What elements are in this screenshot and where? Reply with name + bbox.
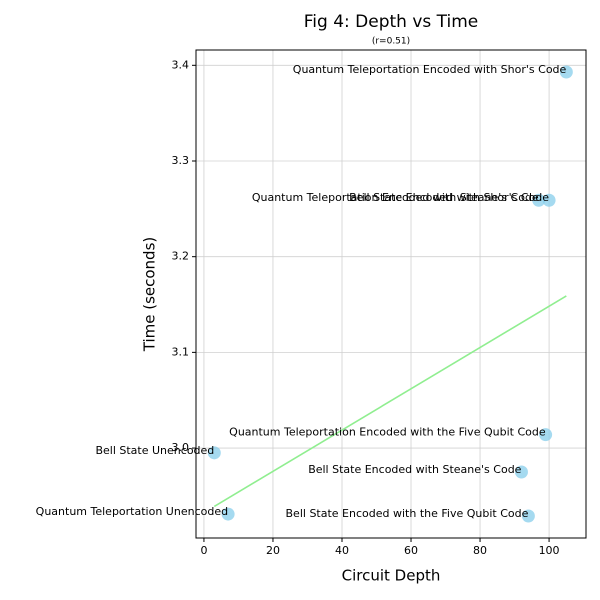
- point: [539, 428, 553, 442]
- chart-subtitle: (r=0.51): [372, 37, 410, 47]
- y-tick-label: 3.1: [172, 345, 190, 358]
- x-tick-label: 40: [335, 544, 349, 557]
- point: [521, 509, 535, 523]
- y-tick-label: 3.0: [172, 441, 190, 454]
- x-tick-label: 20: [266, 544, 280, 557]
- point-label: Bell State Unencoded: [95, 444, 214, 457]
- point-label: Quantum Teleportation Encoded with the F…: [229, 426, 546, 439]
- y-tick-label: 3.3: [172, 154, 190, 167]
- point: [221, 507, 235, 521]
- point-label: Bell State Encoded with the Five Qubit C…: [286, 507, 529, 520]
- plot-frame: [195, 49, 587, 539]
- x-tick-label: 0: [200, 544, 207, 557]
- point: [207, 446, 221, 460]
- x-tick-label: 100: [539, 544, 560, 557]
- point-label: Quantum Teleportation Encoded with Stean…: [252, 191, 539, 204]
- y-tick-label: 3.2: [172, 250, 190, 263]
- chart-title: Fig 4: Depth vs Time: [304, 12, 479, 32]
- point: [532, 193, 546, 207]
- point: [542, 193, 556, 207]
- point-label: Quantum Teleportation Encoded with Shor'…: [293, 63, 567, 76]
- x-axis-label: Circuit Depth: [342, 567, 441, 585]
- point-label: Quantum Teleportation Unencoded: [36, 505, 228, 518]
- x-tick-label: 80: [473, 544, 487, 557]
- point: [559, 65, 573, 79]
- x-tick-label: 60: [404, 544, 418, 557]
- y-tick-label: 3.4: [172, 58, 190, 71]
- point-label: Bell State Encoded with Steane's Code: [308, 463, 521, 476]
- point-label: Bell State Encoded with Shor's Code: [349, 191, 549, 204]
- point: [514, 465, 528, 479]
- trend-line: [213, 295, 567, 508]
- y-axis-label: Time (seconds): [141, 237, 159, 353]
